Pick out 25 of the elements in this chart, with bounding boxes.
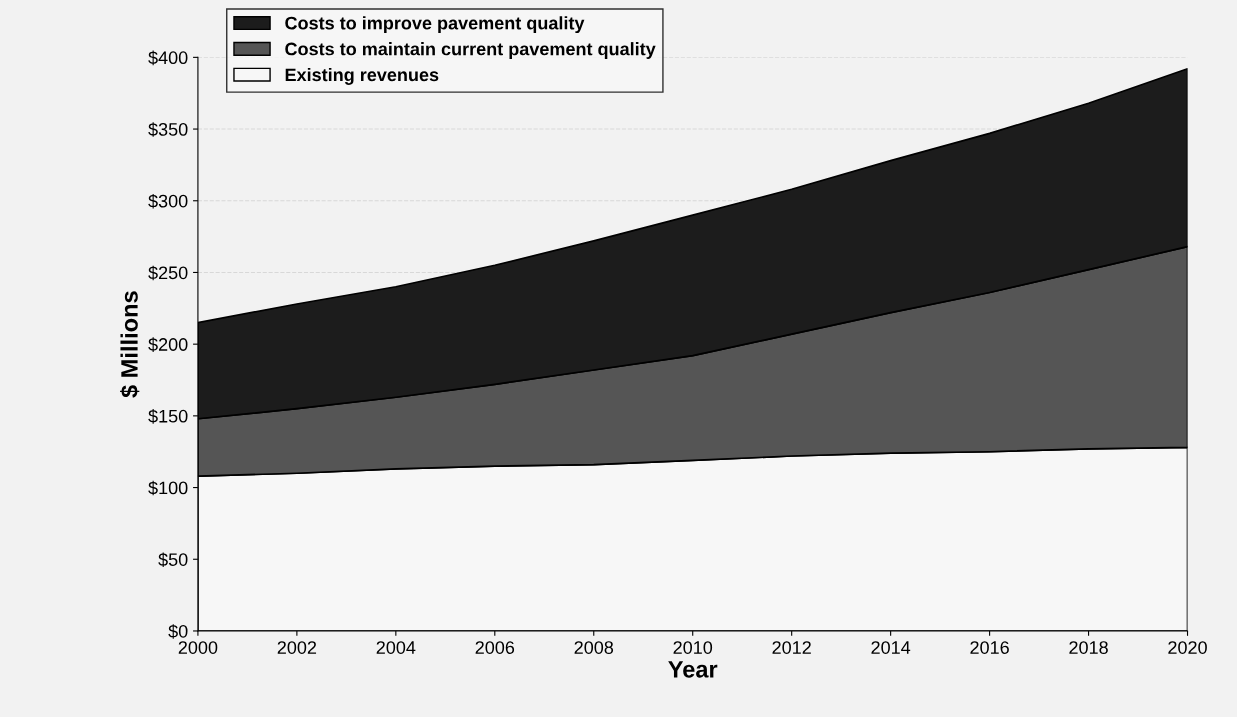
x-tick-label: 2006: [475, 641, 515, 654]
legend-label: Costs to maintain current pavement quality: [285, 42, 656, 59]
y-tick-label: $350: [148, 122, 188, 137]
y-axis-title: $ Millions: [120, 291, 140, 398]
legend-label: Existing revenues: [285, 67, 439, 85]
x-tick-label: 2012: [772, 641, 811, 654]
x-tick-label: 2018: [1069, 641, 1108, 654]
x-axis-title: Year: [668, 661, 718, 678]
y-tick-label: $400: [148, 50, 188, 66]
x-tick-label: 2014: [871, 641, 911, 654]
y-tick-label: $50: [158, 552, 188, 568]
x-tick-label: 2016: [970, 641, 1009, 654]
x-tick-label: 2000: [178, 641, 218, 654]
x-tick-label: 2004: [376, 641, 416, 654]
y-tick-label: $0: [168, 624, 188, 639]
x-tick-label: 2020: [1168, 641, 1207, 654]
y-tick-label: $300: [148, 193, 188, 209]
x-tick-label: 2008: [574, 641, 614, 654]
legend-label: Costs to improve pavement quality: [285, 16, 585, 34]
x-tick-label: 2010: [673, 641, 713, 654]
x-tick-label: 2002: [277, 641, 317, 654]
y-tick-label: $100: [148, 480, 188, 496]
y-tick-label: $250: [148, 265, 188, 281]
y-tick-label: $150: [148, 409, 188, 424]
y-tick-label: $200: [148, 337, 188, 352]
